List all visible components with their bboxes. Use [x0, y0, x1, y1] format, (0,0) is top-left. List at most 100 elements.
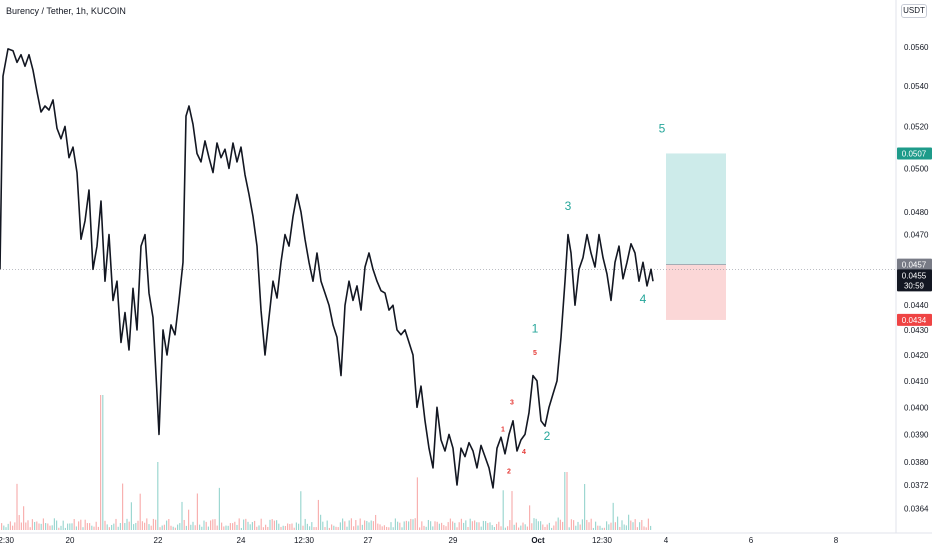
wave-label: 3 [510, 400, 514, 407]
volume-bar [155, 519, 157, 530]
volume-bar [196, 493, 198, 530]
volume-bar [203, 520, 205, 530]
volume-bar [482, 520, 484, 530]
price-axis[interactable]: 0.0560 0.0540 0.0520 0.0500 0.0480 0.0470 0.04… [904, 43, 929, 513]
price-tick-label: 0.0390 [904, 430, 929, 439]
volume-bar [205, 521, 207, 530]
volume-bar [190, 524, 192, 530]
time-axis[interactable]: 12:30 20 22 24 12:30 27 29 Oct 12:30 4 6 8 [0, 536, 839, 545]
volume-bar [489, 522, 491, 530]
volume-bar [531, 523, 533, 530]
volume-bar [119, 523, 121, 530]
volume-bar [617, 516, 619, 530]
price-tick-label: 0.0364 [904, 504, 929, 513]
volume-bar [91, 525, 93, 530]
volume-bar [168, 518, 170, 530]
volume-bar [500, 526, 502, 530]
volume-bar [212, 519, 214, 530]
volume-bar [141, 521, 143, 530]
volume-bar [445, 526, 447, 530]
volume-bar [45, 523, 47, 530]
volume-bar [188, 509, 190, 530]
wave-label: 4 [640, 292, 647, 306]
price-tick-label: 0.0440 [904, 301, 929, 310]
volume-bar [597, 525, 599, 530]
volume-bar [579, 524, 581, 530]
volume-bar [342, 518, 344, 530]
volume-bar [443, 525, 445, 530]
volume-bar [557, 517, 559, 530]
volume-bar [533, 518, 535, 530]
volume-bar [456, 527, 458, 530]
volume-bar [375, 514, 377, 530]
volume-bar [471, 521, 473, 530]
volume-bar [106, 524, 108, 530]
volume-bar [192, 521, 194, 530]
volume-bar [603, 527, 605, 530]
wave-label: 2 [544, 429, 551, 443]
volume-bar [104, 520, 106, 530]
volume-bar [399, 522, 401, 530]
volume-bar [480, 526, 482, 530]
volume-bar [339, 522, 341, 530]
volume-bar [100, 395, 102, 530]
volume-bar [172, 526, 174, 530]
volume-bar [566, 472, 568, 530]
volume-bar [271, 519, 273, 530]
volume-bar [152, 518, 154, 530]
volume-bar [306, 523, 308, 530]
volume-bar [56, 520, 58, 530]
volume-bar [368, 522, 370, 530]
volume-bar [146, 518, 148, 530]
time-tick-label: 12:30 [0, 536, 15, 545]
volume-bar [498, 521, 500, 530]
stop-loss-zone[interactable] [666, 264, 726, 320]
time-tick-label: 4 [664, 536, 669, 545]
time-tick-label: Oct [531, 536, 545, 545]
volume-bar [614, 522, 616, 530]
volume-bar [298, 523, 300, 530]
volume-bar [570, 519, 572, 530]
wave-label: 3 [565, 199, 572, 213]
volume-bar [78, 521, 80, 530]
volume-bar [502, 490, 504, 530]
price-tick-label: 0.0520 [904, 122, 929, 131]
volume-bar [452, 521, 454, 530]
volume-bar [137, 520, 139, 530]
volume-bar [31, 519, 33, 530]
volume-bar [518, 527, 520, 530]
volume-bar [595, 521, 597, 530]
volume-bar [27, 520, 29, 530]
volume-bar [113, 523, 115, 530]
price-label-text: 0.0434 [902, 316, 927, 325]
volume-bar [493, 527, 495, 530]
volume-bar [449, 518, 451, 530]
volume-bar [258, 525, 260, 530]
currency-selector[interactable]: USDT [901, 4, 927, 18]
profit-zone[interactable] [666, 153, 726, 265]
volume-bar [273, 520, 275, 530]
time-tick-label: 8 [834, 536, 839, 545]
long-position-tool[interactable] [666, 153, 726, 320]
volume-bar [38, 523, 40, 530]
volume-bar [447, 522, 449, 530]
volume-bar [315, 527, 317, 530]
volume-bar [73, 519, 75, 530]
volume-bar [548, 522, 550, 530]
volume-bar [454, 522, 456, 530]
volume-bar [599, 525, 601, 530]
volume-bar [608, 524, 610, 530]
volume-bar [3, 525, 5, 530]
volume-bar [430, 521, 432, 530]
volume-bar [148, 524, 150, 530]
volume-bar [403, 521, 405, 530]
volume-bar [394, 518, 396, 530]
price-tick-label: 0.0380 [904, 458, 929, 467]
volume-bar [111, 524, 113, 530]
price-tick-label: 0.0420 [904, 351, 929, 360]
volume-bar [95, 521, 97, 530]
volume-bar [7, 523, 9, 530]
volume-bar [144, 522, 146, 530]
volume-bar [606, 521, 608, 530]
